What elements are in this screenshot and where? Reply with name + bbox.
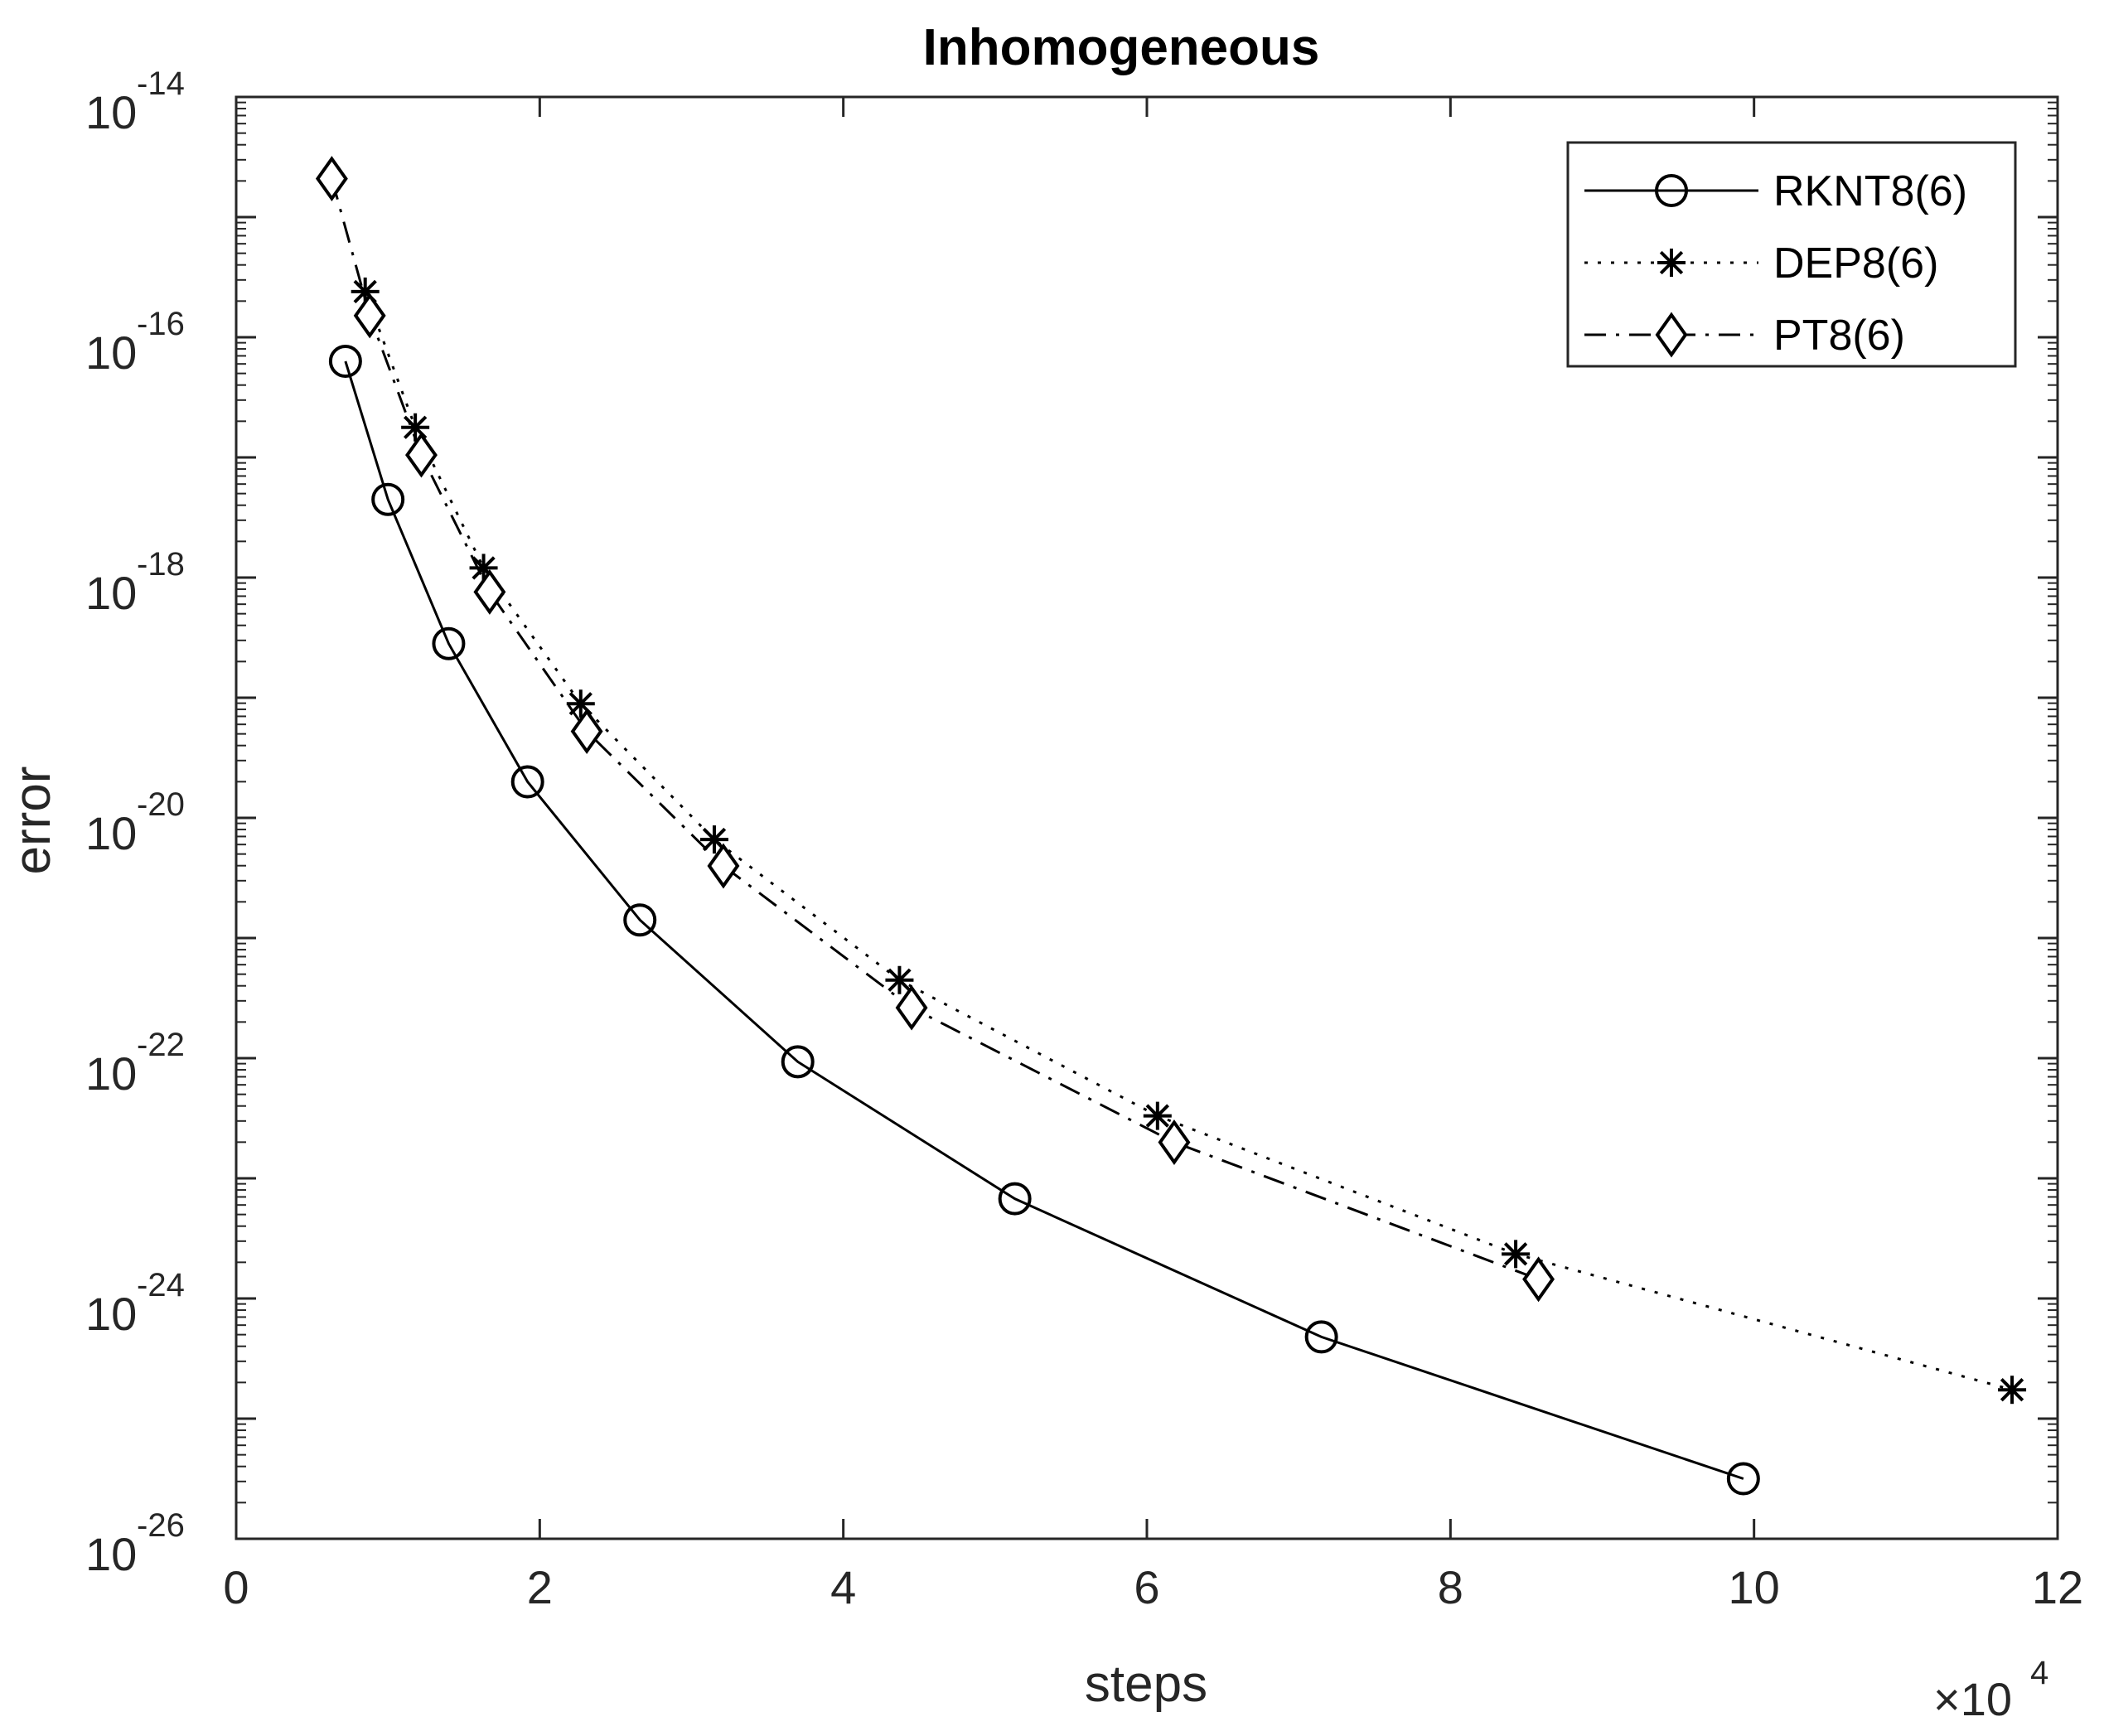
series-RKNT8(6) — [328, 345, 1760, 1496]
y-tick-label-exponent: -24 — [137, 1267, 185, 1303]
y-tick-label: 10-24 — [85, 1267, 185, 1340]
data-point — [623, 903, 657, 937]
data-point — [707, 843, 740, 889]
y-tick-label: 10-14 — [85, 65, 185, 138]
y-tick-label: 10-22 — [85, 1027, 185, 1100]
legend-item: RKNT8(6) — [1584, 167, 1967, 215]
y-tick-label-base: 10 — [85, 1528, 137, 1580]
y-tick-label-base: 10 — [85, 86, 137, 138]
y-axis-label: error — [4, 766, 61, 875]
data-point — [371, 482, 405, 516]
y-tick-label-exponent: -14 — [137, 65, 185, 102]
legend-marker — [1655, 174, 1688, 207]
y-tick-label-base: 10 — [85, 1288, 137, 1340]
legend-label: DEP8(6) — [1773, 239, 1938, 288]
legend-label: PT8(6) — [1773, 312, 1905, 360]
x-tick-label: 8 — [1438, 1561, 1463, 1613]
data-point — [885, 965, 914, 994]
data-point — [328, 345, 362, 378]
y-tick-label-base: 10 — [85, 1047, 137, 1100]
x-tick-label: 12 — [2032, 1561, 2083, 1613]
data-point — [570, 708, 603, 755]
y-tick-label: 10-26 — [85, 1507, 185, 1580]
legend: RKNT8(6) DEP8(6) PT8(6) — [1566, 141, 2017, 368]
y-tick-label: 10-16 — [85, 306, 185, 379]
data-point — [405, 432, 438, 478]
x-axis-label: steps — [1085, 1656, 1207, 1713]
y-tick-label-exponent: -18 — [137, 546, 185, 583]
series-line — [344, 360, 1744, 1480]
y-tick-label-base: 10 — [85, 567, 137, 619]
data-point — [1502, 1240, 1531, 1269]
axis-ticks — [235, 95, 2059, 1540]
data-point — [781, 1045, 815, 1079]
data-point — [510, 765, 544, 799]
y-tick-label: 10-20 — [85, 786, 185, 859]
data-point — [1158, 1119, 1191, 1165]
legend-item: DEP8(6) — [1584, 239, 1938, 288]
data-point — [473, 568, 506, 615]
data-point — [315, 156, 348, 202]
legend-label: RKNT8(6) — [1773, 167, 1967, 215]
x-tick-label: 0 — [223, 1561, 249, 1613]
data-point — [1143, 1101, 1172, 1130]
legend-marker — [1657, 249, 1686, 277]
y-tick-label-exponent: -26 — [137, 1507, 185, 1544]
data-point — [1726, 1462, 1760, 1496]
y-tick-label: 10-18 — [85, 546, 185, 619]
x-axis-multiplier: ×10 4 — [1933, 1655, 2048, 1725]
y-tick-label-base: 10 — [85, 326, 137, 379]
legend-marker — [1655, 312, 1688, 358]
x-tick-labels: 0 2 4 6 8 10 12 — [223, 1561, 2083, 1613]
data-point — [566, 689, 595, 718]
y-tick-label-base: 10 — [85, 807, 137, 859]
series-DEP8(6) — [351, 277, 2027, 1405]
y-tick-label-exponent: -20 — [137, 786, 185, 823]
data-point — [1522, 1256, 1555, 1303]
legend-item: PT8(6) — [1584, 312, 1905, 360]
legend-box — [1566, 141, 2017, 368]
series-layer — [315, 156, 2027, 1496]
x-tick-label: 4 — [830, 1561, 856, 1613]
data-point — [353, 293, 386, 339]
data-point — [998, 1182, 1032, 1216]
y-tick-label-exponent: -16 — [137, 306, 185, 342]
data-point — [432, 626, 466, 660]
series-PT8(6) — [315, 156, 1555, 1303]
data-point — [1304, 1320, 1338, 1354]
data-point — [1998, 1376, 2027, 1405]
x-tick-label: 6 — [1134, 1561, 1159, 1613]
x-tick-label: 10 — [1729, 1561, 1780, 1613]
chart-title: Inhomogeneous — [923, 19, 1320, 76]
y-tick-label-exponent: -22 — [137, 1027, 185, 1063]
data-point — [895, 984, 928, 1031]
series-line — [330, 178, 1540, 1281]
x-multiplier-exponent: 4 — [2030, 1655, 2048, 1691]
x-multiplier-base: ×10 — [1933, 1673, 2012, 1725]
x-tick-label: 2 — [527, 1561, 553, 1613]
series-line — [364, 291, 2013, 1391]
